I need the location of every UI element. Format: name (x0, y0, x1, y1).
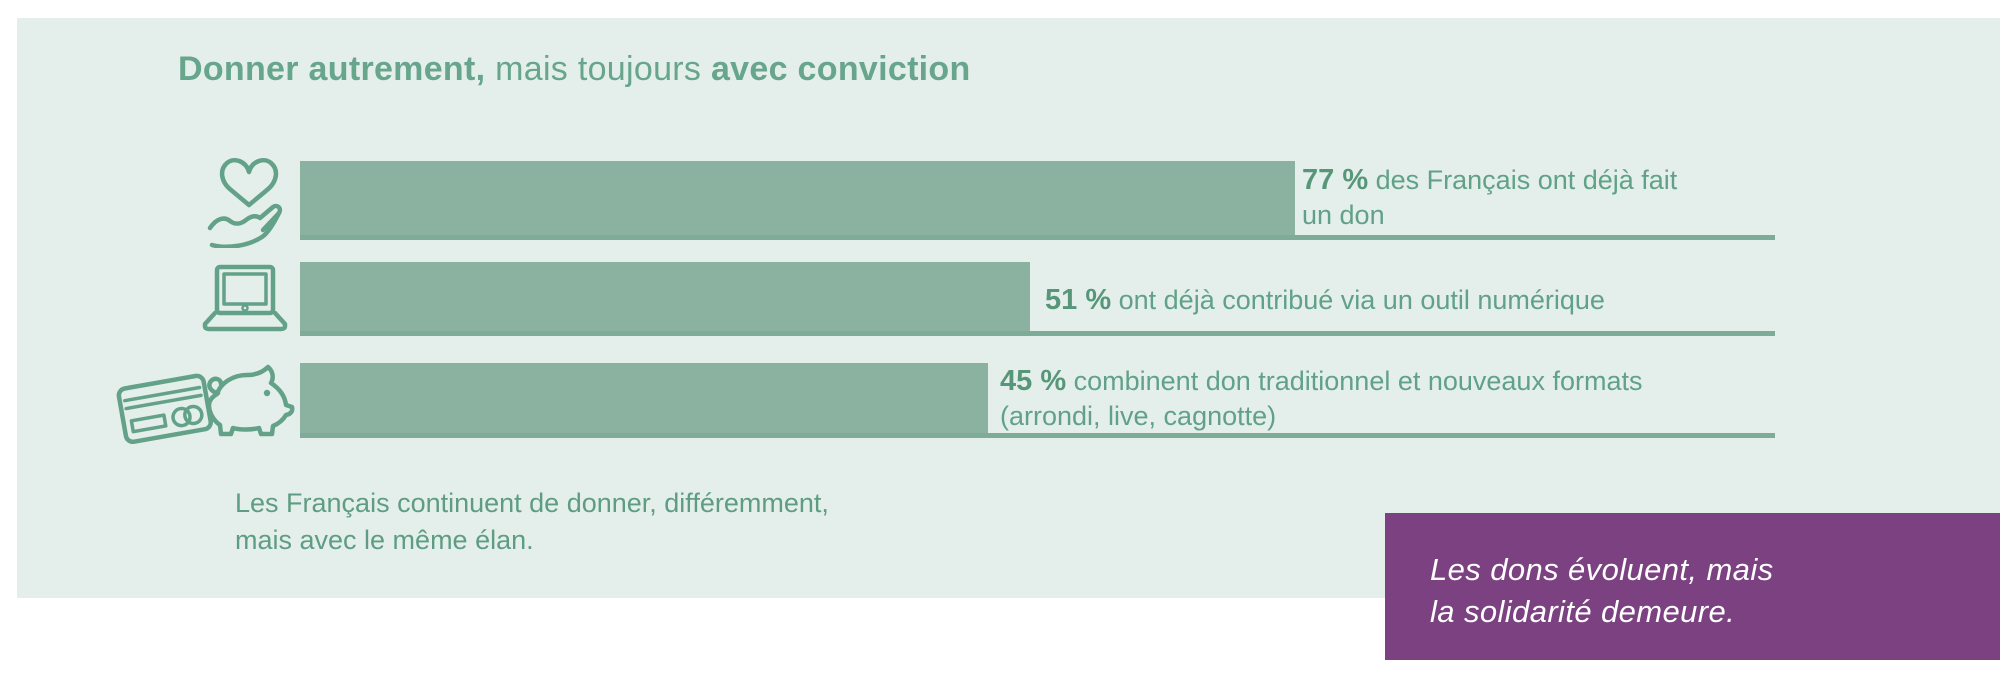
bar-value-2: 51 % (1045, 284, 1112, 316)
bar-value-3: 45 % (1000, 365, 1067, 397)
bar-baseline-3 (300, 433, 1775, 438)
caption-line-2: mais avec le même élan. (235, 525, 534, 555)
bar-77-percent (300, 161, 1295, 235)
title-regular: mais toujours (485, 50, 711, 88)
bar-label-3: 45 % combinent don traditionnel et nouve… (1000, 364, 1650, 434)
callout-line-2: la solidarité demeure. (1430, 594, 1736, 629)
laptop-icon (197, 264, 293, 343)
heart-in-hand-icon (203, 146, 295, 253)
title-bold-tail: avec conviction (710, 50, 971, 88)
callout-box: Les dons évoluent, mais la solidarité de… (1385, 513, 2000, 660)
bar-text-2: ont déjà contribué via un outil numériqu… (1118, 285, 1605, 315)
bar-label-1: 77 % des Français ont déjà fait un don (1302, 163, 1702, 233)
bar-baseline-2 (300, 331, 1775, 336)
callout-line-1: Les dons évoluent, mais (1430, 552, 1774, 587)
caption-line-1: Les Français continuent de donner, diffé… (235, 488, 829, 518)
chart-title: Donner autrement, mais toujours avec con… (178, 50, 971, 89)
bar-label-2: 51 % ont déjà contribué via un outil num… (1045, 283, 1605, 318)
bar-baseline-1 (300, 235, 1775, 240)
bar-45-percent (300, 363, 988, 433)
bar-text-1: des Français ont déjà fait un don (1302, 165, 1678, 230)
bar-51-percent (300, 262, 1030, 331)
bar-text-3: combinent don traditionnel et nouveaux f… (1000, 366, 1643, 431)
title-bold-lead: Donner autrement, (178, 50, 486, 88)
chart-caption: Les Français continuent de donner, diffé… (235, 485, 829, 559)
credit-card-and-piggy-bank-icon (112, 362, 302, 455)
bar-value-1: 77 % (1302, 164, 1369, 196)
